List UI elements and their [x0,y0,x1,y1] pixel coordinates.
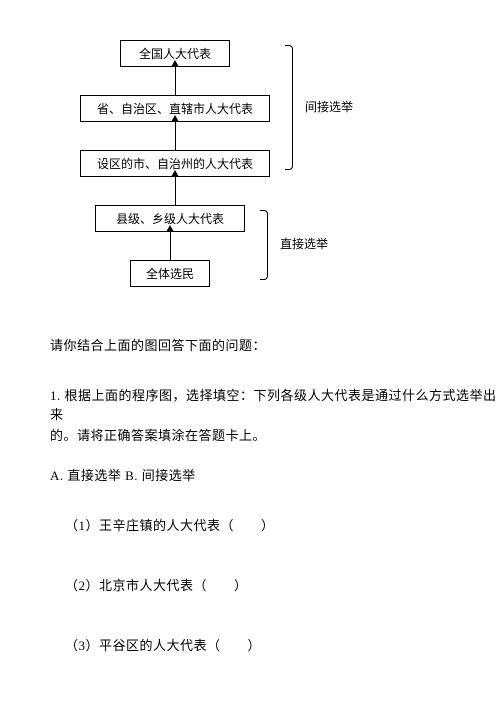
label-direct: 直接选举 [280,235,328,252]
arrow-4 [170,231,171,260]
q1-line1: 1. 根据上面的程序图，选择填空：下列各级人大代表是通过什么方式选举出来 [50,385,500,423]
sub-q3: （3）平谷区的人大代表（ ） [65,635,261,654]
intro-text: 请你结合上面的图回答下面的问题： [50,335,266,354]
options-text: A. 直接选举 B. 间接选举 [50,465,196,484]
bracket-direct [260,210,268,280]
arrow-3 [175,176,176,205]
label-indirect: 间接选举 [305,98,353,115]
q1-line2: 的。请将正确答案填涂在答题卡上。 [50,425,266,444]
arrow-2 [175,121,176,150]
sub-q1: （1）王辛庄镇的人大代表（ ） [65,515,275,534]
node-voters: 全体选民 [130,260,210,287]
arrow-1 [175,66,176,95]
election-diagram: 全国人大代表 省、自治区、直辖市人大代表 设区的市、自治州的人大代表 县级、乡级… [80,40,420,310]
sub-q2: （2）北京市人大代表（ ） [65,575,248,594]
bracket-indirect [285,45,293,170]
